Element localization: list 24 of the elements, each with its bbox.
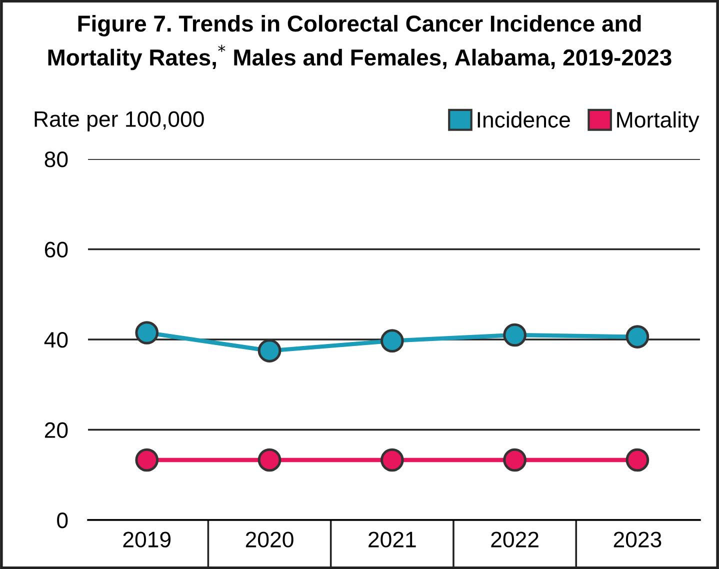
point	[135, 448, 159, 472]
y-tick-label: 20	[44, 422, 68, 438]
y-tick-label: 0	[57, 512, 68, 528]
point	[626, 448, 650, 472]
point	[135, 321, 159, 344]
x-tick-label: 2020	[246, 532, 294, 548]
point	[503, 448, 526, 472]
chart-title: Figure 7. Trends in Colorectal Cancer Incidence and Mortality Rates,$^{*}$ Males and Females, Alabama, 2019-2023	[48, 14, 672, 70]
point	[626, 325, 650, 348]
legend-label: Mortality	[617, 111, 700, 132]
y-axis-title: Rate per 100,000	[34, 111, 204, 132]
point	[380, 448, 404, 472]
point	[258, 339, 282, 362]
x-tick-label: 2021	[368, 532, 416, 548]
x-tick-label: 2019	[123, 532, 171, 548]
x-tick-label: 2023	[614, 532, 662, 548]
y-tick-label: 60	[44, 242, 68, 258]
legend-label: Incidence	[478, 111, 570, 128]
y-tick-label: 40	[44, 332, 68, 348]
point	[503, 323, 526, 347]
y-tick-label: 80	[44, 152, 68, 168]
point	[380, 329, 404, 353]
point	[258, 448, 282, 472]
x-tick-label: 2022	[491, 532, 538, 548]
